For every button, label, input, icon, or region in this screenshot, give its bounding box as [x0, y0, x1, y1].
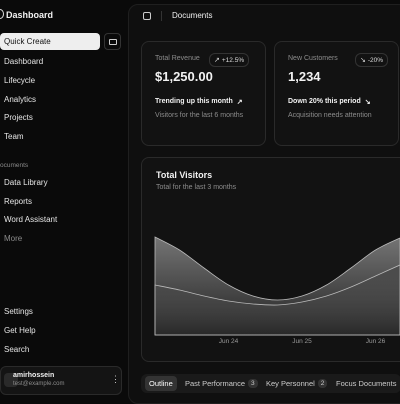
trend-icon: ↗: [236, 99, 243, 106]
stat-card: Total Revenue ↗ +12.5% $1,250.00 Trending up…: [141, 41, 266, 146]
nav-item[interactable]: Dashboard: [4, 57, 44, 66]
nav-item[interactable]: Analytics: [4, 94, 37, 104]
tab-bar: Outline Past Performance 3 Key Personnel 2 Fo…: [141, 374, 400, 393]
nav-item[interactable]: More: [4, 234, 23, 244]
nav-item[interactable]: Get Help: [4, 326, 36, 335]
app-title: Dashboard: [6, 10, 54, 20]
menu-icon[interactable]: ⋮: [111, 374, 120, 384]
section-label: ocuments: [0, 162, 29, 169]
stat-label: New Customers: [288, 55, 338, 62]
area: [154, 264, 400, 336]
tab-label: Key Personnel: [266, 379, 315, 388]
user-card[interactable]: amirhossein test@example.com ⋮: [0, 366, 122, 395]
tab-label: Past Performance: [185, 379, 246, 388]
tab[interactable]: Outline: [145, 376, 177, 391]
stat-note: Visitors for the last 6 months: [155, 112, 244, 119]
tab-label: Outline: [149, 379, 173, 388]
chart-subtitle: Total for the last 3 months: [156, 184, 237, 191]
stat-label: Total Revenue: [155, 55, 200, 62]
stat-note: Acquisition needs attention: [288, 112, 372, 119]
stat-badge: ↗ +12.5%: [209, 53, 250, 67]
tab-count: 2: [317, 379, 328, 388]
nav-item[interactable]: Data Library: [4, 178, 48, 187]
user-name: amirhossein: [13, 372, 55, 379]
stat-card: New Customers ↘ -20% 1,234 Down 20% this per…: [274, 41, 399, 146]
trend-icon: ↗: [214, 57, 220, 64]
x-tick-label: Jun 25: [292, 338, 312, 345]
avatar: [4, 373, 18, 387]
tab-count: 3: [248, 379, 258, 388]
nav-item[interactable]: Team: [4, 132, 24, 142]
stat-trend: Trending up this month ↗: [155, 98, 243, 106]
divider: [161, 11, 162, 21]
trend-text: Trending up this month: [155, 98, 233, 105]
x-tick-label: Jun 26: [366, 338, 386, 345]
stat-value: 1,234: [288, 69, 321, 84]
tab[interactable]: Past Performance 3: [181, 376, 262, 391]
x-tick-label: Jun 24: [219, 338, 239, 345]
nav-item[interactable]: Settings: [4, 307, 33, 316]
trend-icon: ↘: [360, 57, 366, 64]
nav-item[interactable]: Projects: [4, 113, 33, 123]
nav-item[interactable]: Word Assistant: [4, 215, 58, 225]
stat-value: $1,250.00: [155, 69, 213, 84]
nav-item[interactable]: Reports: [4, 196, 33, 206]
user-email: test@example.com: [13, 381, 65, 387]
trend-text: Down 20% this period: [288, 98, 361, 105]
chart-title: Total Visitors: [156, 170, 213, 180]
tab[interactable]: Focus Documents: [332, 376, 400, 391]
tab-label: Focus Documents: [336, 379, 397, 388]
badge-text: -20%: [367, 56, 384, 64]
inbox-button[interactable]: [104, 33, 121, 50]
nav-item[interactable]: Search: [4, 345, 30, 354]
stat-trend: Down 20% this period ↘: [288, 98, 371, 106]
quick-create-button[interactable]: Quick Create: [0, 33, 100, 50]
nav-item[interactable]: Lifecycle: [4, 75, 36, 85]
trend-icon: ↘: [364, 99, 371, 106]
sidebar-toggle[interactable]: [143, 12, 151, 20]
tab[interactable]: Key Personnel 2: [262, 376, 331, 391]
badge-text: +12.5%: [221, 56, 245, 64]
page-title: Documents: [172, 11, 213, 20]
stat-badge: ↘ -20%: [355, 53, 389, 67]
